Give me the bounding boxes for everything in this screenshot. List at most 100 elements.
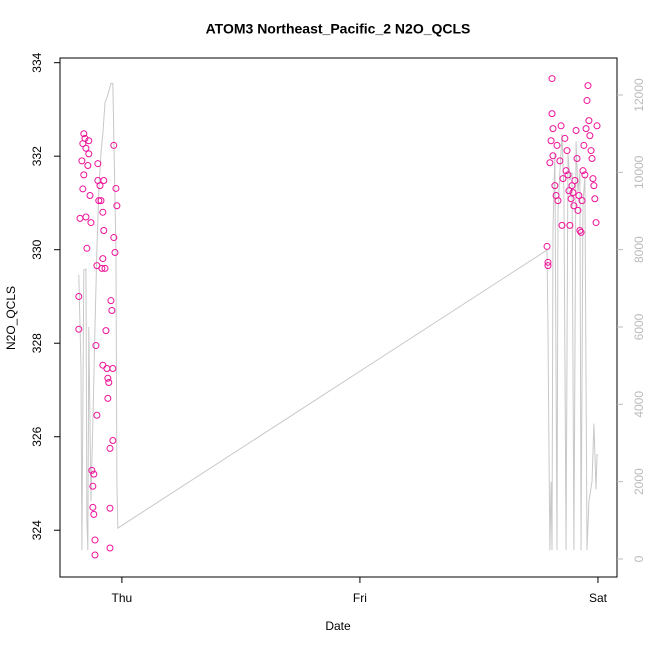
point xyxy=(113,202,121,210)
point xyxy=(566,221,574,229)
point xyxy=(564,171,572,179)
point xyxy=(96,182,104,190)
point xyxy=(76,214,84,222)
point xyxy=(569,189,577,197)
point xyxy=(557,122,565,130)
y-tick-label: 328 xyxy=(30,333,44,353)
point xyxy=(549,125,557,133)
point xyxy=(106,544,114,552)
point xyxy=(79,185,87,193)
point xyxy=(586,132,594,140)
point xyxy=(588,155,596,163)
point xyxy=(570,202,578,210)
point xyxy=(82,213,90,221)
point xyxy=(548,75,556,83)
point xyxy=(78,157,86,165)
point xyxy=(110,141,118,149)
point xyxy=(592,219,600,227)
point xyxy=(91,551,99,559)
point xyxy=(82,144,90,152)
y2-tick-label: 4000 xyxy=(632,391,646,418)
point xyxy=(101,264,109,272)
point xyxy=(590,182,598,190)
point xyxy=(90,510,98,518)
chart-title: ATOM3 Northeast_Pacific_2 N2O_QCLS xyxy=(206,21,471,37)
point xyxy=(580,141,588,149)
point xyxy=(99,361,107,369)
point xyxy=(105,378,113,386)
point xyxy=(567,195,575,203)
y-tick-label: 332 xyxy=(30,146,44,166)
x-tick-label: Sat xyxy=(589,591,608,605)
point xyxy=(554,197,562,205)
point xyxy=(107,297,115,305)
point xyxy=(100,177,108,185)
point xyxy=(572,126,580,134)
point xyxy=(544,258,552,266)
point xyxy=(561,134,569,142)
point xyxy=(565,187,573,195)
point xyxy=(593,122,601,130)
point xyxy=(576,227,584,235)
point xyxy=(556,157,564,165)
point xyxy=(109,364,117,372)
y2-tick-label: 0 xyxy=(632,555,646,562)
plot-box xyxy=(59,57,618,578)
point xyxy=(546,159,554,167)
x-axis-label: Date xyxy=(325,619,351,633)
x-tick-label: Thu xyxy=(112,591,133,605)
point xyxy=(85,150,93,158)
point xyxy=(573,155,581,163)
y2-tick-label: 2000 xyxy=(632,468,646,495)
point xyxy=(568,182,576,190)
point xyxy=(577,228,585,236)
y-tick-label: 334 xyxy=(30,52,44,72)
point xyxy=(80,130,88,138)
point xyxy=(587,147,595,155)
point xyxy=(574,206,582,214)
point xyxy=(89,482,97,490)
y-axis-label: N2O_QCLS xyxy=(4,286,18,350)
point xyxy=(581,171,589,179)
point xyxy=(98,264,106,272)
point xyxy=(100,227,108,235)
point xyxy=(104,394,112,402)
point xyxy=(544,262,552,270)
point xyxy=(99,255,107,263)
point xyxy=(109,436,117,444)
point xyxy=(80,171,88,179)
point xyxy=(562,167,570,175)
point xyxy=(104,374,112,382)
y2-tick-label: 12000 xyxy=(632,78,646,112)
point xyxy=(103,364,111,372)
point xyxy=(578,197,586,205)
point xyxy=(89,503,97,511)
point xyxy=(106,444,114,452)
point xyxy=(583,97,591,105)
point xyxy=(591,195,599,203)
y2-tick-label: 8000 xyxy=(632,236,646,263)
point xyxy=(95,197,103,205)
x-tick-label: Fri xyxy=(353,591,367,605)
point xyxy=(112,184,120,192)
point xyxy=(90,470,98,478)
y2-tick-label: 6000 xyxy=(632,313,646,340)
point xyxy=(83,244,91,252)
point xyxy=(97,197,105,205)
point xyxy=(585,117,593,125)
point xyxy=(75,292,83,300)
point xyxy=(84,162,92,170)
point xyxy=(571,177,579,185)
point xyxy=(582,125,590,133)
point xyxy=(551,182,559,190)
y-tick-label: 330 xyxy=(30,239,44,259)
point xyxy=(563,147,571,155)
point xyxy=(108,306,116,314)
altitude-line xyxy=(78,82,599,551)
point xyxy=(549,152,557,160)
point xyxy=(543,242,551,250)
point xyxy=(92,342,100,350)
y-tick-label: 324 xyxy=(30,520,44,540)
point xyxy=(88,466,96,474)
